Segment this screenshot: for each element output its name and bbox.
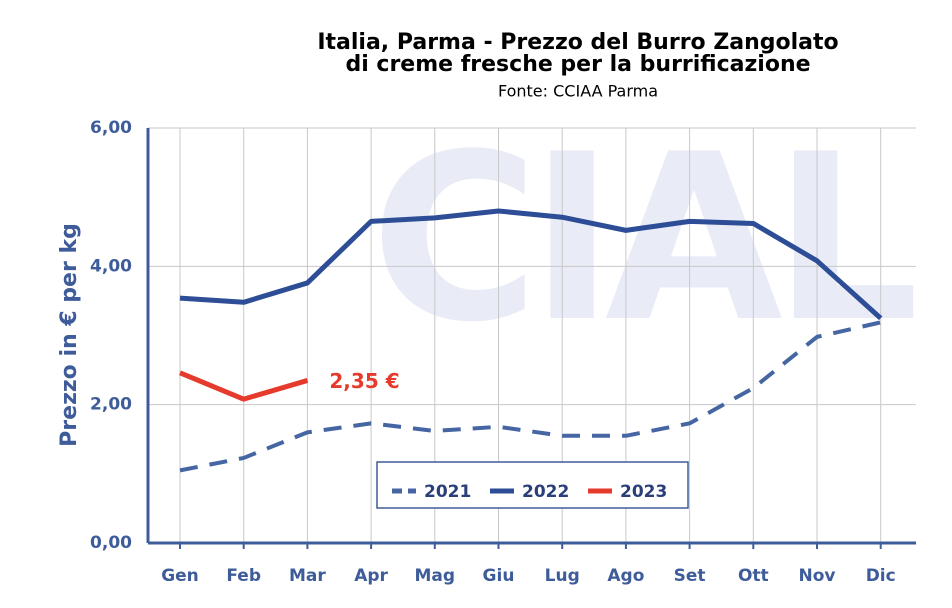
series-line (179, 320, 882, 473)
chart-subtitle: di creme fresche per la burrificazione (345, 52, 810, 77)
x-tick-label: Ago (607, 566, 644, 586)
y-axis-label: Prezzo in € per kg (57, 223, 82, 447)
series-line (179, 208, 883, 321)
x-tick-label: Mag (415, 566, 456, 586)
y-tick-label: 0,00 (90, 533, 132, 553)
x-tick-label: Set (674, 566, 706, 586)
chart-source: Fonte: CCIAA Parma (498, 82, 658, 101)
x-tick-label: Giu (483, 566, 515, 586)
x-tick-label: Dic (866, 566, 896, 586)
x-tick-label: Lug (545, 566, 580, 586)
x-tick-label: Apr (354, 566, 388, 586)
legend-label: 2022 (522, 482, 569, 502)
legend-label: 2021 (424, 482, 471, 502)
x-tick-label: Ott (738, 566, 769, 586)
y-tick-label: 6,00 (90, 118, 132, 138)
x-tick-label: Nov (799, 566, 836, 586)
x-tick-label: Feb (226, 566, 261, 586)
legend-label: 2023 (620, 482, 667, 502)
annotation: 2,35 € (329, 369, 399, 393)
legend-box (376, 461, 689, 509)
chart-title: Italia, Parma - Prezzo del Burro Zangola… (317, 30, 838, 55)
y-tick-label: 2,00 (90, 395, 132, 415)
series-line (179, 370, 309, 402)
x-tick-label: Gen (161, 566, 199, 586)
watermark: CIAL (371, 106, 914, 373)
y-tick-label: 4,00 (90, 256, 132, 276)
x-tick-label: Mar (289, 566, 326, 586)
